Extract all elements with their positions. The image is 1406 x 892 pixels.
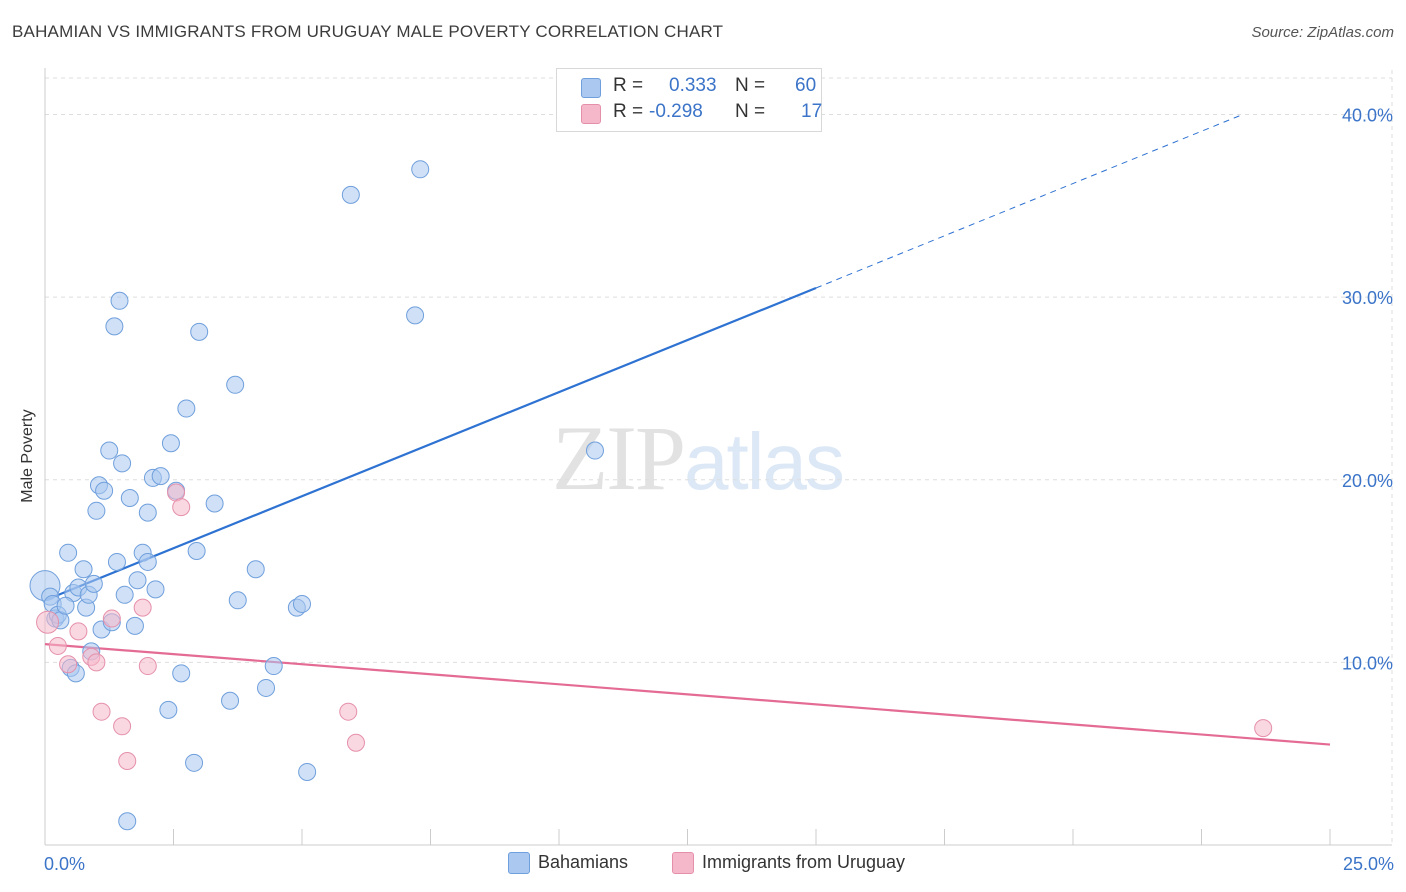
point-bahamians [161, 434, 180, 453]
bottom-legend-swatch-pink [672, 852, 694, 874]
legend-n-value: 17 [801, 101, 823, 122]
legend-swatch-pink [581, 104, 601, 124]
point-bahamians [151, 467, 170, 486]
y-axis-label: Male Poverty [19, 409, 36, 503]
y-tick-label: 40.0% [1342, 106, 1393, 126]
point-bahamians [406, 306, 425, 325]
point-bahamians [84, 574, 103, 593]
point-uruguay [92, 702, 111, 721]
point-bahamians [120, 489, 139, 508]
point-bahamians [74, 560, 93, 579]
trend-line-bahamians [44, 286, 817, 602]
point-uruguay [69, 622, 88, 641]
y-tick-label: 30.0% [1342, 288, 1393, 308]
point-bahamians [187, 541, 206, 560]
point-bahamians [87, 501, 106, 520]
watermark: ZIPatlas [552, 405, 845, 511]
point-bahamians [221, 691, 240, 710]
legend-r-value: 0.333 [669, 75, 717, 96]
point-bahamians [228, 591, 247, 610]
point-bahamians [110, 291, 129, 310]
legend-n-label: N = [735, 75, 766, 96]
point-uruguay [113, 717, 132, 736]
legend-r-label: R = [613, 101, 644, 122]
point-bahamians [146, 580, 165, 599]
point-bahamians [100, 441, 119, 460]
point-uruguay [59, 655, 78, 674]
bottom-legend-label: Immigrants from Uruguay [702, 852, 906, 872]
point-bahamians [585, 441, 604, 460]
point-bahamians [246, 560, 265, 579]
point-bahamians [257, 678, 276, 697]
point-uruguay [133, 598, 152, 617]
point-bahamians [226, 375, 245, 394]
watermark-zip: ZIP [552, 407, 686, 509]
point-bahamians [107, 552, 126, 571]
y-tick-label: 20.0% [1342, 471, 1393, 491]
point-bahamians [128, 571, 147, 590]
legend-swatch-blue [581, 78, 601, 98]
point-bahamians [138, 503, 157, 522]
point-uruguay [48, 636, 67, 655]
point-bahamians [59, 543, 78, 562]
point-bahamians [118, 812, 137, 831]
bottom-legend-swatch-blue [508, 852, 530, 874]
point-bahamians [185, 753, 204, 772]
point-uruguay [87, 653, 106, 672]
trend-line-uruguay [44, 643, 1331, 746]
point-bahamians [205, 494, 224, 513]
y-tick-label: 10.0% [1342, 653, 1393, 673]
point-bahamians [113, 454, 132, 473]
point-bahamians [190, 322, 209, 341]
point-bahamians [115, 585, 134, 604]
bottom-legend-label: Bahamians [538, 852, 629, 872]
point-bahamians [341, 185, 360, 204]
trend-line-bahamians-extrapolated [815, 114, 1243, 289]
point-bahamians [177, 399, 196, 418]
gridlines [45, 70, 1393, 845]
legend-n-value: 60 [795, 75, 817, 96]
watermark-atlas: atlas [684, 417, 845, 506]
point-uruguay [339, 702, 358, 721]
legend-r-value: -0.298 [649, 101, 703, 122]
correlation-legend: R = 0.333 N = 60 R = -0.298 N = 17 [556, 68, 822, 132]
point-bahamians [172, 664, 191, 683]
point-bahamians [138, 552, 157, 571]
point-bahamians [125, 616, 144, 635]
point-bahamians [56, 596, 75, 615]
axes [44, 68, 1392, 846]
point-uruguay [172, 498, 191, 517]
trend-lines [44, 114, 1331, 746]
point-uruguay [102, 609, 121, 628]
point-bahamians [105, 317, 124, 336]
tick-labels: 10.0% 20.0% 30.0% 40.0% 0.0% 25.0% [44, 106, 1394, 874]
x-tick-label: 0.0% [44, 854, 85, 874]
chart-title: BAHAMIAN VS IMMIGRANTS FROM URUGUAY MALE… [12, 22, 724, 41]
point-uruguay [36, 610, 60, 634]
point-uruguay [118, 751, 137, 770]
point-bahamians [411, 160, 430, 179]
point-bahamians [95, 481, 114, 500]
data-points [29, 160, 1273, 831]
point-uruguay [346, 733, 365, 752]
point-bahamians [293, 594, 311, 613]
point-bahamians [264, 657, 283, 676]
point-uruguay [138, 657, 157, 676]
legend-n-label: N = [735, 101, 766, 122]
source-credit: Source: ZipAtlas.com [1251, 24, 1394, 41]
x-tick-label: 25.0% [1343, 854, 1394, 874]
legend-r-label: R = [613, 75, 644, 96]
point-bahamians [298, 762, 317, 781]
point-uruguay [1254, 719, 1273, 738]
point-bahamians [159, 700, 178, 719]
